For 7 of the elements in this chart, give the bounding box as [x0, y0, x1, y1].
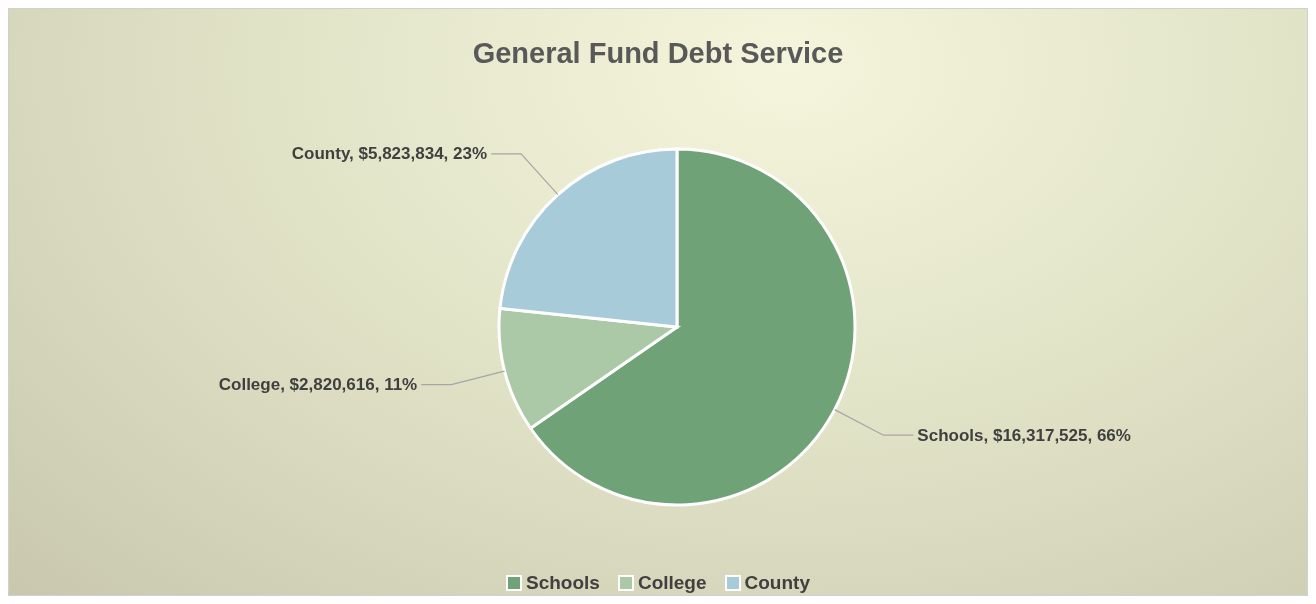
- legend-label: College: [636, 572, 707, 594]
- data-label: County, $5,823,834, 23%: [291, 144, 488, 164]
- data-label: Schools, $16,317,525, 66%: [917, 425, 1131, 445]
- legend-label: Schools: [525, 572, 600, 594]
- data-label: College, $2,820,616, 11%: [218, 375, 418, 395]
- legend-label: County: [743, 572, 810, 594]
- chart-title: General Fund Debt Service: [471, 36, 845, 71]
